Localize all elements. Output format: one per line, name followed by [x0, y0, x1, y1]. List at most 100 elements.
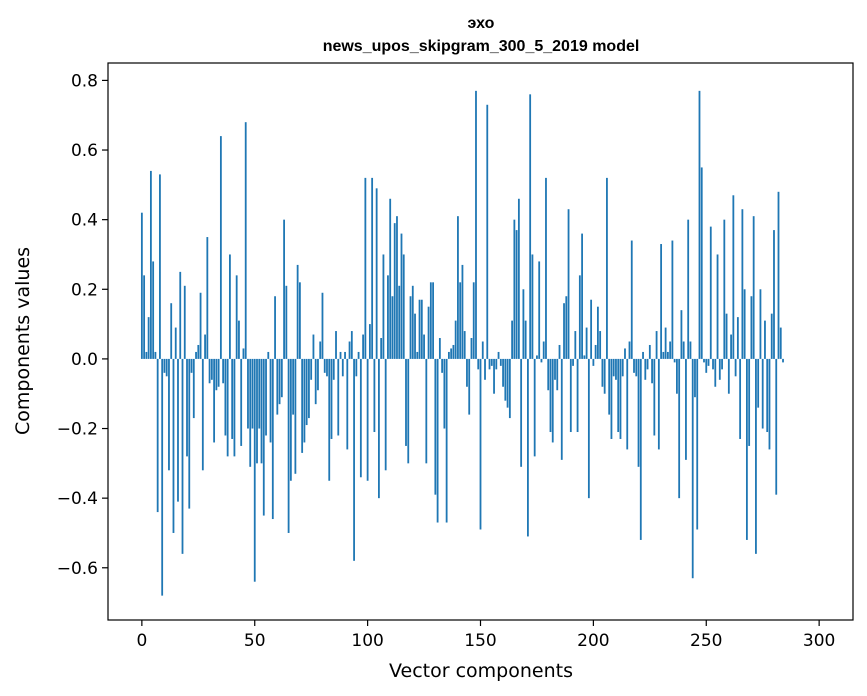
bar-134 — [443, 358, 446, 429]
bar-188 — [565, 296, 568, 359]
bar-220 — [637, 358, 640, 467]
bar-176 — [538, 261, 541, 359]
bar-141 — [459, 282, 462, 359]
bar-48 — [249, 358, 252, 467]
bar-210 — [615, 358, 617, 380]
chart-title-line-2: news_upos_skipgram_300_5_2019 model — [323, 38, 640, 55]
bar-228 — [655, 331, 658, 359]
bar-170 — [524, 320, 527, 359]
bar-139 — [454, 320, 457, 359]
bar-47 — [247, 358, 249, 429]
chart-title-line-1: эхо — [468, 15, 495, 32]
x-axis: 0 50 100 150 200 250 300 — [136, 620, 835, 651]
bar-235 — [671, 240, 674, 359]
bar-272 — [755, 358, 757, 554]
bar-221 — [639, 358, 642, 540]
bar-121 — [414, 313, 416, 359]
bar-166 — [515, 230, 518, 359]
bar-86 — [335, 331, 337, 359]
bar-60 — [276, 358, 279, 415]
bar-78 — [317, 358, 319, 391]
bar-156 — [493, 358, 495, 394]
bar-217 — [630, 240, 633, 359]
bar-205 — [603, 358, 606, 394]
bar-265 — [739, 358, 742, 439]
bar-104 — [375, 188, 378, 359]
bar-163 — [508, 358, 511, 419]
bar-185 — [558, 344, 561, 359]
bar-157 — [495, 358, 498, 370]
bar-211 — [617, 358, 620, 433]
bar-76 — [312, 334, 315, 359]
bar-191 — [572, 358, 574, 366]
bar-105 — [378, 358, 380, 499]
bar-15 — [174, 327, 177, 359]
bar-80 — [321, 292, 324, 359]
bar-44 — [240, 358, 243, 446]
bar-218 — [633, 358, 635, 373]
x-tick-label-50: 50 — [244, 631, 266, 651]
bar-69 — [296, 264, 299, 359]
bar-153 — [486, 104, 489, 359]
bar-124 — [420, 299, 423, 359]
bar-162 — [506, 358, 509, 408]
bar-180 — [547, 358, 550, 391]
bar-247 — [698, 90, 701, 359]
x-tick-label-0: 0 — [136, 631, 147, 651]
bar-2 — [145, 351, 148, 359]
bar-29 — [206, 237, 209, 359]
bar-23 — [192, 358, 195, 419]
bar-198 — [587, 358, 590, 499]
bar-97 — [359, 358, 362, 478]
bar-7 — [156, 358, 159, 513]
bar-194 — [578, 275, 581, 359]
bar-46 — [244, 122, 247, 359]
bar-224 — [646, 358, 649, 370]
x-tick-label-100: 100 — [351, 631, 383, 651]
bar-246 — [696, 358, 699, 530]
bar-161 — [504, 358, 507, 401]
bar-34 — [217, 358, 220, 387]
bar-267 — [743, 289, 746, 359]
bar-182 — [551, 358, 554, 443]
bar-254 — [714, 358, 717, 387]
bar-167 — [517, 198, 520, 359]
bar-200 — [592, 358, 595, 366]
bar-164 — [511, 320, 514, 359]
bar-90 — [344, 351, 346, 359]
bar-128 — [429, 282, 432, 359]
bar-43 — [238, 320, 240, 359]
bar-138 — [452, 344, 455, 359]
bar-155 — [490, 358, 493, 366]
bar-165 — [513, 219, 516, 359]
bar-266 — [741, 209, 744, 359]
x-tick-label-300: 300 — [803, 631, 835, 651]
bar-257 — [721, 358, 723, 370]
bar-239 — [680, 310, 683, 359]
bar-132 — [438, 338, 441, 359]
bar-261 — [730, 334, 732, 359]
bar-8 — [159, 174, 161, 359]
bar-225 — [648, 344, 651, 359]
bar-253 — [712, 358, 714, 370]
bar-243 — [689, 341, 692, 359]
bar-61 — [278, 358, 281, 405]
bar-193 — [576, 358, 579, 433]
bar-26 — [199, 292, 202, 359]
bar-169 — [522, 289, 525, 359]
bar-57 — [269, 358, 272, 443]
bar-215 — [626, 358, 629, 450]
bar-108 — [384, 358, 387, 471]
bar-123 — [418, 299, 421, 359]
bar-189 — [567, 209, 570, 359]
bar-133 — [441, 358, 444, 373]
bar-51 — [256, 358, 258, 464]
bar-279 — [770, 313, 773, 359]
bar-55 — [265, 358, 267, 436]
bar-52 — [258, 358, 261, 429]
bar-62 — [280, 358, 283, 398]
bar-11 — [165, 358, 168, 377]
x-tick-label-150: 150 — [464, 631, 496, 651]
bar-111 — [391, 296, 394, 359]
bar-130 — [434, 358, 437, 495]
